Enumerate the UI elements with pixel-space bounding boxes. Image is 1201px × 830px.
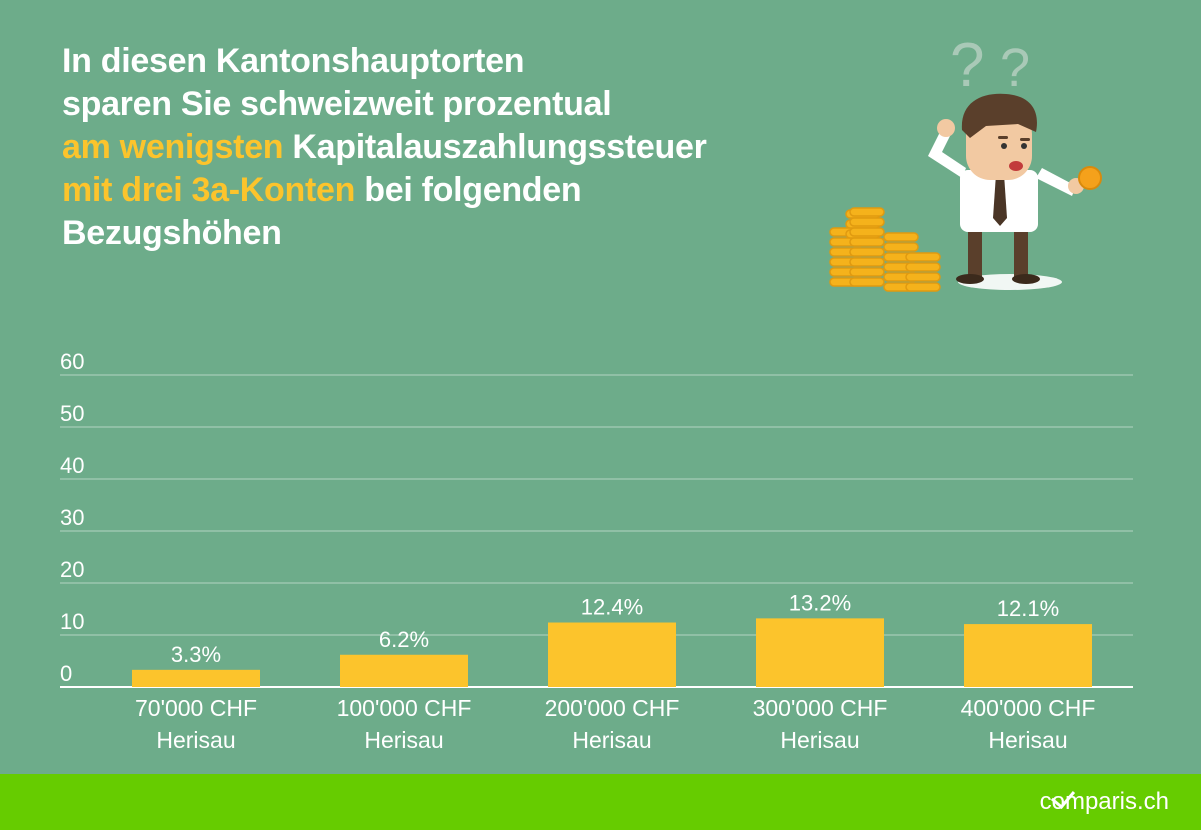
x-tick-label: 400'000 CHF <box>961 695 1096 721</box>
x-tick-label: 70'000 CHF <box>135 695 257 721</box>
x-tick-label: 100'000 CHF <box>337 695 472 721</box>
footer-bar: co mparis.ch <box>0 774 1201 830</box>
question-mark-icon: ? <box>1000 38 1030 98</box>
bar-chart: 0 10 20 30 40 50 60 3.3% 70'000 CHF Herisau 6.2% 10… <box>60 349 1133 753</box>
logo-check-icon: o <box>1050 783 1075 816</box>
y-tick-label: 50 <box>60 401 84 426</box>
data-label: 12.1% <box>997 596 1059 621</box>
title-line-3: Kapitalauszahlungssteuer <box>283 128 707 166</box>
confused-man-icon <box>928 93 1102 284</box>
title-highlight-2: mit drei 3a-Konten <box>62 171 356 209</box>
coin-stacks-icon <box>829 207 941 292</box>
title-highlight-1: am wenigsten <box>62 128 284 166</box>
y-tick-label: 60 <box>60 349 84 374</box>
x-tick-label: 200'000 CHF <box>545 695 680 721</box>
y-tick-label: 0 <box>60 661 72 686</box>
x-tick-label: 300'000 CHF <box>753 695 888 721</box>
y-tick-label: 40 <box>60 453 84 478</box>
data-label: 13.2% <box>789 590 851 615</box>
bar <box>964 624 1092 687</box>
logo-text-end: mparis.ch <box>1064 788 1169 815</box>
bar <box>548 622 676 687</box>
bar <box>132 669 260 687</box>
chart-title: In diesen Kantonshauptorten sparen Sie s… <box>62 40 782 255</box>
y-tick-label: 10 <box>60 609 84 634</box>
data-label: 12.4% <box>581 595 643 620</box>
title-line-4: bei folgenden <box>355 171 582 209</box>
logo-text-o: o <box>1051 788 1065 815</box>
x-tick-label: Herisau <box>364 727 443 753</box>
bar <box>340 654 468 687</box>
title-line-2: sparen Sie schweizweit prozentual <box>62 85 612 123</box>
y-tick-label: 30 <box>60 505 84 530</box>
confused-man-with-coins-icon: ? ? <box>829 31 1102 292</box>
x-tick-label: Herisau <box>988 727 1067 753</box>
bar <box>756 618 884 687</box>
data-label: 3.3% <box>171 642 221 667</box>
x-tick-label: Herisau <box>156 727 235 753</box>
question-mark-icon: ? <box>950 31 984 100</box>
x-tick-label: Herisau <box>780 727 859 753</box>
comparis-logo: co mparis.ch <box>1039 783 1169 816</box>
title-line-1: In diesen Kantonshauptorten <box>62 42 525 80</box>
data-label: 6.2% <box>379 627 429 652</box>
x-tick-label: Herisau <box>572 727 651 753</box>
logo-text-start: c <box>1039 788 1052 815</box>
y-tick-label: 20 <box>60 557 84 582</box>
title-line-5: Bezugshöhen <box>62 214 282 252</box>
